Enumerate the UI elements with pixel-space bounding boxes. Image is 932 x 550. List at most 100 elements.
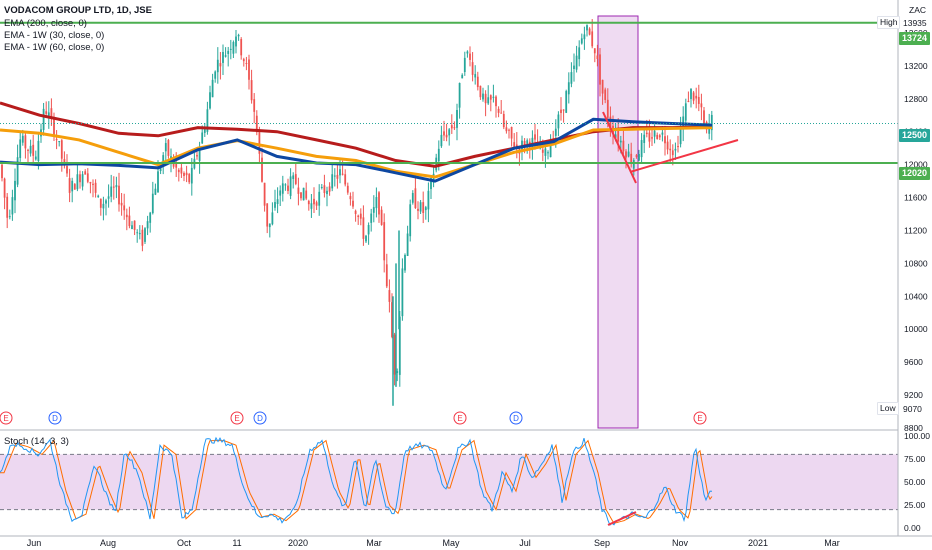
candle-body <box>300 192 302 199</box>
candle-body <box>154 188 157 195</box>
time-tick-label: Mar <box>824 538 840 548</box>
stoch-pane[interactable] <box>0 436 898 526</box>
candle-body <box>11 197 14 215</box>
legend-ema-200[interactable]: EMA (200, close, 0) <box>4 18 87 29</box>
time-tick-label: Aug <box>100 538 116 548</box>
earnings-event-icon[interactable] <box>0 411 13 425</box>
candle-body <box>229 48 232 50</box>
legend-ema-weekly-60[interactable]: EMA - 1W (60, close, 0) <box>4 42 105 53</box>
time-axis-ticks: Jun Aug Oct 11 2020 Mar May Jul Sep Nov 2021 Mar <box>27 538 840 548</box>
candle-body <box>606 99 609 118</box>
candle-body <box>219 63 222 67</box>
price-tick-label: 10800 <box>904 258 928 268</box>
candle-body <box>45 111 48 114</box>
candle-body <box>630 153 633 164</box>
candle-body <box>547 152 549 154</box>
candle-body <box>396 371 399 373</box>
price-tick-label: 11200 <box>904 225 927 235</box>
candle-body <box>627 151 630 157</box>
candle-body <box>692 92 695 101</box>
candle-body <box>287 185 289 191</box>
candle-body <box>414 188 417 209</box>
candle-body <box>565 91 568 113</box>
candle-body <box>362 217 365 239</box>
candle-body <box>128 215 131 227</box>
candle-body <box>445 134 448 138</box>
candle-body <box>658 135 661 138</box>
dividend-event-icon[interactable] <box>509 411 523 425</box>
time-tick-label: Nov <box>672 538 689 548</box>
candle-body <box>417 208 419 211</box>
earnings-event-icon[interactable] <box>230 411 244 425</box>
candle-body <box>42 108 45 130</box>
dividend-event-icon[interactable] <box>253 411 267 425</box>
candle-body <box>177 169 180 173</box>
candle-body <box>245 63 248 65</box>
candle-body <box>372 207 375 213</box>
candle-body <box>125 214 128 218</box>
candle-body <box>133 220 136 230</box>
earnings-event-icon[interactable] <box>453 411 467 425</box>
candle-body <box>188 174 191 183</box>
candle-body <box>120 202 123 206</box>
candle-body <box>79 174 81 183</box>
legend-ema-weekly-30[interactable]: EMA - 1W (30, close, 0) <box>4 30 105 41</box>
candle-body <box>708 125 711 134</box>
candle-body <box>216 59 219 73</box>
low-label: Low <box>877 402 899 415</box>
candle-body <box>99 198 102 208</box>
candle-body <box>274 202 276 208</box>
candle-body <box>575 55 578 70</box>
candle-body <box>671 150 674 156</box>
candle-body <box>463 57 466 73</box>
price-axis-bg[interactable] <box>898 0 932 550</box>
stoch-label[interactable]: Stoch (14, 3, 3) <box>4 436 69 447</box>
candle-body <box>242 59 245 62</box>
stoch-d-line <box>0 439 713 524</box>
candle-body <box>47 112 50 117</box>
candle-body <box>567 82 570 95</box>
candle-body <box>271 212 274 225</box>
candle-body <box>261 157 263 182</box>
price-tick-label: 9200 <box>904 390 923 400</box>
time-tick-label: Jun <box>27 538 42 548</box>
stoch-k-line <box>0 436 713 526</box>
high-value: 13935 <box>900 17 930 30</box>
current-price-tag: 12500 <box>899 129 931 142</box>
earnings-event-icon[interactable] <box>693 411 707 425</box>
candle-body <box>661 132 664 135</box>
candle-body <box>534 134 536 140</box>
candle-body <box>495 96 497 107</box>
candle-body <box>586 25 588 31</box>
candle-body <box>640 140 643 158</box>
candle-body <box>211 79 214 98</box>
time-tick-label: May <box>442 538 460 548</box>
candle-body <box>427 190 430 210</box>
candle-body <box>60 140 63 159</box>
candle-body <box>484 93 487 104</box>
candle-body <box>596 55 599 59</box>
candle-body <box>453 127 456 129</box>
candle-body <box>110 186 113 197</box>
candle-body <box>710 114 713 131</box>
stoch-divergence-line[interactable] <box>607 511 637 526</box>
candle-body <box>497 108 500 113</box>
dividend-event-icon[interactable] <box>48 411 62 425</box>
candle-body <box>656 134 659 140</box>
candle-body <box>523 141 526 148</box>
candle-body <box>500 112 503 114</box>
candle-body <box>393 334 396 375</box>
candle-body <box>297 187 300 194</box>
candle-body <box>349 196 352 200</box>
candle-body <box>700 103 703 108</box>
candle-body <box>284 184 287 186</box>
candle-body <box>73 184 76 190</box>
candle-body <box>651 137 653 139</box>
price-tick-label: 8800 <box>904 423 923 433</box>
candle-body <box>570 72 573 84</box>
candle-body <box>697 96 700 104</box>
trend-line-up[interactable] <box>629 139 739 173</box>
candle-body <box>318 191 321 206</box>
